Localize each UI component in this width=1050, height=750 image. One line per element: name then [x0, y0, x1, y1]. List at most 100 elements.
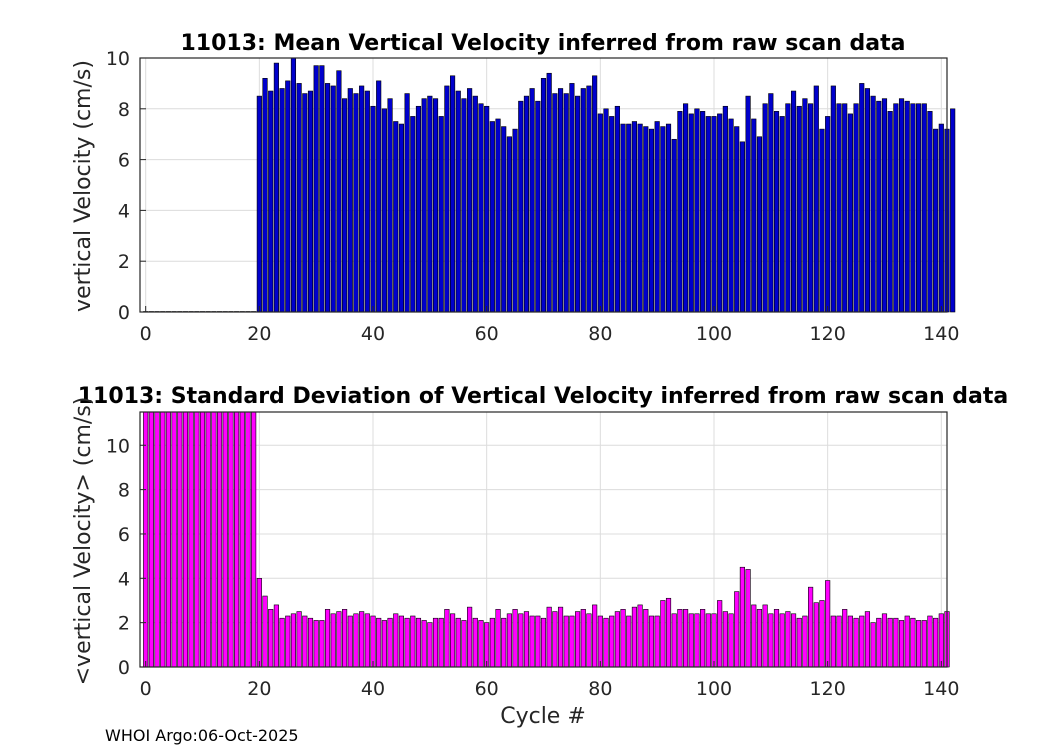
bar [614, 105, 620, 313]
bar [620, 123, 626, 313]
y-tick-label: 0 [118, 657, 130, 679]
bar [734, 591, 740, 668]
bar [290, 613, 297, 668]
bar [586, 85, 592, 313]
bar [921, 103, 927, 313]
bar [756, 609, 763, 668]
y-tick-label: 4 [118, 568, 130, 590]
bar [580, 88, 586, 313]
bar [654, 121, 660, 313]
bar [745, 95, 751, 313]
bar [557, 606, 564, 668]
bar [273, 604, 279, 668]
bar [563, 93, 569, 313]
bar [495, 609, 501, 668]
bar [302, 93, 308, 313]
std-velocity-panel: 11013: Standard Deviation of Vertical Ve… [71, 384, 1008, 729]
bar [575, 95, 581, 313]
bar [398, 615, 404, 668]
bar [722, 611, 728, 668]
bar [552, 93, 558, 313]
bar [205, 411, 211, 668]
bar [842, 103, 848, 313]
x-tick-label: 120 [810, 678, 846, 700]
bar [700, 609, 706, 668]
y-tick-label: 4 [118, 200, 130, 222]
bar [859, 615, 865, 668]
bar [461, 620, 467, 668]
x-tick-label: 40 [361, 678, 385, 700]
bar [904, 615, 910, 668]
bar [768, 93, 774, 313]
bar [268, 609, 274, 668]
bar [768, 613, 774, 668]
bar [290, 57, 297, 313]
bar [307, 90, 314, 313]
bar [819, 128, 825, 313]
bar [296, 83, 302, 313]
bar [648, 128, 655, 313]
bar [199, 411, 206, 668]
bar [529, 615, 535, 668]
bar [870, 95, 876, 313]
bar [421, 98, 427, 313]
bar [381, 620, 387, 668]
x-tick-label: 60 [475, 323, 499, 345]
bar [893, 103, 899, 313]
bar [251, 411, 257, 668]
bar [472, 617, 478, 668]
mean-velocity-y-axis-label: vertical Velocity (cm/s) [71, 60, 96, 312]
bar [677, 609, 683, 668]
bar [256, 578, 262, 668]
bar [273, 62, 279, 313]
bar [847, 615, 853, 668]
bar [756, 136, 763, 313]
bar [432, 617, 439, 668]
bar [501, 617, 507, 668]
bar [626, 123, 632, 313]
bar [518, 613, 524, 668]
bar [637, 604, 643, 668]
y-tick-label: 10 [106, 48, 130, 70]
footer-credit: WHOI Argo:06-Oct-2025 [105, 726, 299, 745]
bar [381, 108, 387, 313]
bar [825, 116, 831, 313]
std-velocity-plot-frame [139, 411, 948, 668]
y-tick-label: 10 [106, 435, 130, 457]
bar [813, 85, 819, 313]
bar [262, 595, 268, 668]
bar [859, 83, 865, 313]
bar [790, 90, 797, 313]
y-tick-label: 2 [118, 613, 130, 635]
bar [467, 606, 473, 668]
bar [603, 108, 609, 313]
bar [148, 411, 154, 668]
bar [813, 602, 819, 668]
bar [864, 88, 871, 313]
bar [234, 411, 240, 668]
x-tick-label: 0 [140, 323, 152, 345]
bar [643, 126, 649, 313]
bar [853, 103, 859, 313]
bar [597, 615, 603, 668]
x-tick-label: 140 [923, 323, 959, 345]
bar [933, 128, 939, 313]
bar [546, 606, 552, 668]
bar [739, 141, 745, 313]
bar [262, 78, 268, 313]
bar [387, 617, 393, 668]
bar [819, 600, 825, 668]
bar [404, 93, 410, 313]
bar [216, 411, 223, 668]
bar [393, 121, 399, 313]
x-tick-label: 80 [588, 678, 612, 700]
std-velocity-x-axis-label: Cycle # [500, 704, 586, 729]
bar [557, 88, 564, 313]
bar [364, 613, 370, 668]
bar [711, 613, 717, 668]
bar [484, 105, 490, 313]
bar [398, 123, 404, 313]
bar [796, 617, 802, 668]
bar [512, 609, 518, 668]
